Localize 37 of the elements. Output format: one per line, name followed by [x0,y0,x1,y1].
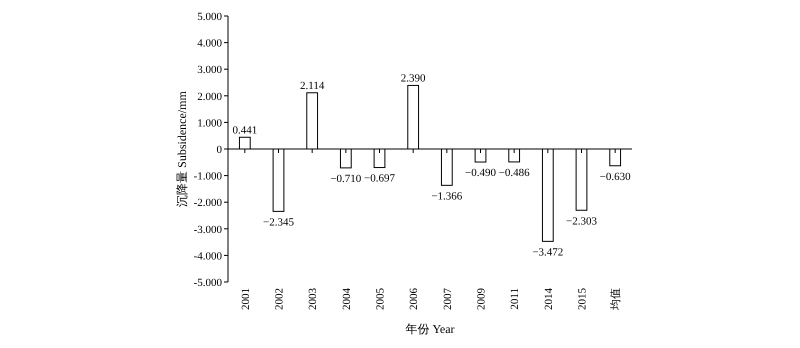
x-tick-label: 2007 [442,288,454,310]
data-label: 0.441 [232,124,258,136]
data-label: −2.303 [566,215,598,228]
x-tick-label: 2015 [576,288,588,310]
y-tick-label: -5.000 [194,277,222,289]
x-tick-label: 2006 [408,288,420,310]
x-tick-label: 2005 [374,288,386,310]
data-label: −2.345 [263,216,294,228]
x-tick-label: 2014 [542,288,555,310]
data-label: −3.472 [532,246,564,258]
data-label: −0.490 [465,167,496,180]
x-tick-label: 2002 [274,288,286,310]
data-label: 2.114 [300,80,325,92]
y-tick-label: -1.000 [194,170,222,183]
x-tick-label: 2009 [476,288,488,310]
data-label: −0.710 [330,172,362,185]
x-tick-label: 2011 [509,288,522,310]
x-tick-label: 2004 [340,288,353,310]
y-tick-label: 3.000 [197,64,222,76]
y-tick-label: 0 [216,144,222,156]
data-label: −0.697 [364,172,396,185]
y-tick-label: 2.000 [197,90,222,103]
x-tick-label: 2001 [240,288,252,310]
y-axis-title: 沉降量 Subsidence/mm [175,90,189,207]
x-tick-label: 2003 [307,288,320,310]
x-tick-label: 均值 [610,288,622,311]
y-tick-label: 1.000 [197,117,222,130]
y-tick-label: -2.000 [194,197,222,210]
data-label: −1.366 [431,190,463,202]
y-tick-label: 5.000 [197,11,222,23]
data-label: 2.390 [400,72,426,84]
data-label: −0.630 [600,170,632,183]
x-axis-title: 年份 Year [405,322,455,336]
y-tick-label: 4.000 [197,38,222,50]
y-tick-label: -4.000 [194,250,222,262]
y-tick-label: -3.000 [194,224,222,236]
data-label: −0.486 [498,166,530,179]
